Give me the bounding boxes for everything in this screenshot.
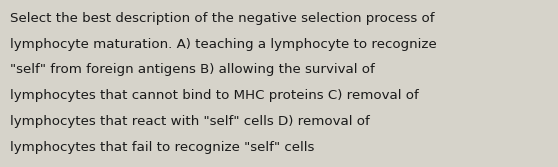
Text: lymphocyte maturation. A) teaching a lymphocyte to recognize: lymphocyte maturation. A) teaching a lym…: [10, 38, 437, 51]
Text: "self" from foreign antigens B) allowing the survival of: "self" from foreign antigens B) allowing…: [10, 63, 375, 76]
Text: lymphocytes that react with "self" cells D) removal of: lymphocytes that react with "self" cells…: [10, 115, 370, 128]
Text: lymphocytes that fail to recognize "self" cells: lymphocytes that fail to recognize "self…: [10, 141, 314, 154]
Text: lymphocytes that cannot bind to MHC proteins C) removal of: lymphocytes that cannot bind to MHC prot…: [10, 89, 419, 102]
Text: Select the best description of the negative selection process of: Select the best description of the negat…: [10, 12, 435, 25]
